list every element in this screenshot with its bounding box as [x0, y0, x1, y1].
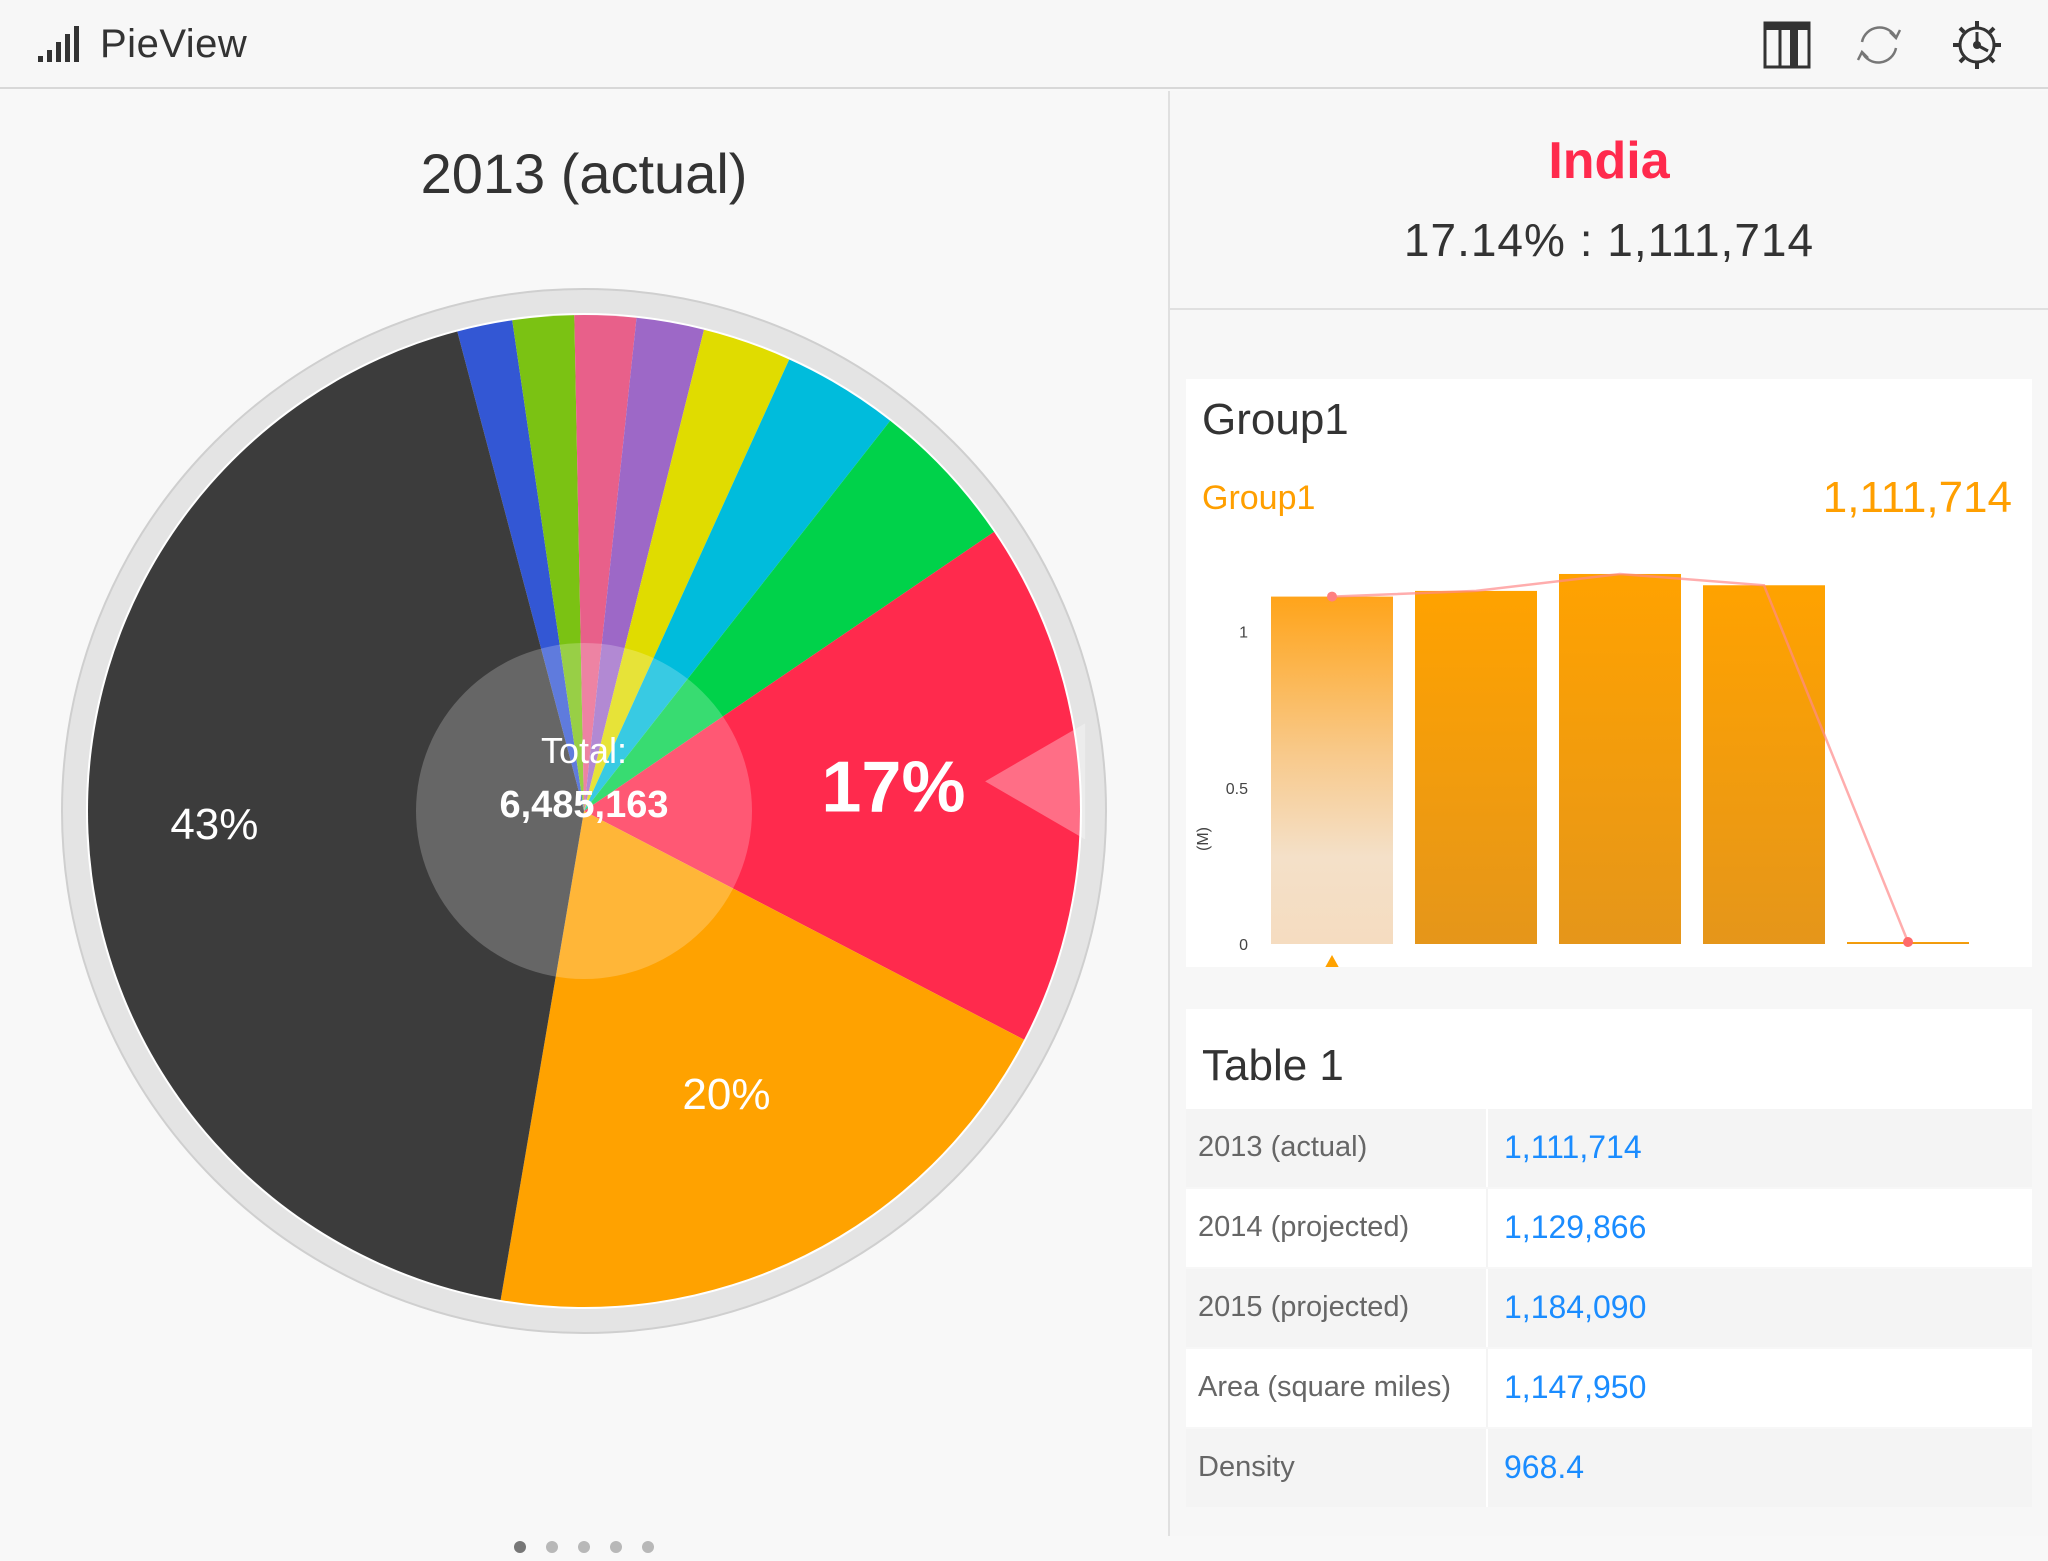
table-row-label: Density [1198, 1451, 1295, 1483]
table-row[interactable]: Density 968.4 [1186, 1429, 2032, 1507]
y-tick-label: 0.5 [1226, 781, 1248, 798]
table-row-value[interactable]: 1,147,950 [1504, 1369, 1647, 1405]
pie-center-overlay [416, 643, 752, 979]
columns-icon[interactable] [1760, 18, 1814, 72]
app-title: PieView [100, 22, 248, 66]
page-dot[interactable] [610, 1541, 622, 1553]
series-label: Group1 [1202, 479, 1316, 517]
group-card-title: Group1 [1202, 395, 1349, 444]
table-row-value[interactable]: 1,111,714 [1504, 1129, 1642, 1165]
table-row-label: 2013 (actual) [1198, 1131, 1368, 1163]
selected-name: India [1548, 132, 1670, 190]
selected-value: 17.14% : 1,111,714 [1403, 214, 1815, 266]
page-dot[interactable] [514, 1541, 526, 1553]
trend-point [1327, 591, 1337, 602]
refresh-icon[interactable] [1852, 18, 1906, 72]
slider-handle-pointer [1325, 955, 1339, 967]
header-divider [1170, 308, 2048, 310]
bar[interactable] [1559, 573, 1681, 944]
pie-slice[interactable] [500, 811, 1025, 1307]
table-row-label: 2015 (projected) [1198, 1291, 1410, 1323]
table-card-title: Table 1 [1202, 1041, 1344, 1090]
settings-gear-icon[interactable] [1950, 18, 2004, 72]
table-column-divider [1486, 1429, 1488, 1507]
table-column-divider [1486, 1269, 1488, 1347]
pie-slice[interactable] [584, 359, 891, 811]
pie-panel: 2013 (actual) 17% 20% 43% Total: 6,485,163 [0, 91, 1168, 1553]
pie-slice[interactable] [574, 315, 637, 811]
panel-divider [1168, 91, 1170, 1536]
group-card: Group1 Group1 1,111,714 0 0.5 1 (M) [1186, 379, 2032, 967]
y-tick-label: 1 [1239, 625, 1248, 642]
bar[interactable] [1271, 596, 1393, 944]
pie-slice-label: 43% [170, 800, 258, 849]
table-card: Table 1 2013 (actual) 1,111,714 2014 (proj… [1186, 1009, 2032, 1529]
trend-line [1331, 572, 1910, 943]
page-dot[interactable] [578, 1541, 590, 1553]
bar[interactable] [1415, 590, 1537, 944]
pie-slice[interactable] [584, 420, 995, 811]
table-row[interactable]: 2014 (projected) 1,129,866 [1186, 1189, 2032, 1267]
table-column-divider [1486, 1189, 1488, 1267]
table-row[interactable]: Area (square miles) 1,147,950 [1186, 1349, 2032, 1427]
table-row-value[interactable]: 1,184,090 [1504, 1289, 1647, 1325]
pie-slice[interactable] [88, 331, 584, 1300]
table-row[interactable]: 2015 (projected) 1,184,090 [1186, 1269, 2032, 1347]
table-row[interactable]: 2013 (actual) 1,111,714 [1186, 1109, 2032, 1187]
y-axis-label: (M) [1195, 827, 1212, 851]
bar-chart[interactable]: 0 0.5 1 (M) [1186, 379, 2032, 967]
pie-slice[interactable] [512, 315, 584, 811]
table-row-value[interactable]: 1,129,866 [1504, 1209, 1647, 1245]
total-label: Total: [541, 730, 627, 771]
page-dots[interactable] [0, 1541, 1168, 1561]
trend-point [1903, 937, 1913, 947]
table-card-header [1186, 1009, 2032, 1109]
pie-slice-label: 20% [682, 1070, 770, 1119]
pie-title: 2013 (actual) [420, 142, 748, 205]
table-row-value[interactable]: 968.4 [1504, 1449, 1585, 1485]
total-value: 6,485,163 [499, 784, 668, 826]
table-column-divider [1486, 1349, 1488, 1427]
pie-slice[interactable] [584, 317, 704, 811]
selection-pointer [985, 723, 1086, 840]
detail-panel: India 17.14% : 1,111,714 Group1 Group1 1… [1170, 91, 2048, 1536]
y-tick-label: 0 [1239, 937, 1248, 954]
top-bar: PieView [0, 0, 2048, 89]
page-dot[interactable] [642, 1541, 654, 1553]
pie-slice-selected[interactable] [584, 531, 1081, 1040]
pie-slice[interactable] [584, 329, 790, 811]
table-row-label: Area (square miles) [1198, 1371, 1452, 1403]
bar[interactable] [1703, 585, 1825, 944]
pie-chart[interactable]: 17% 20% 43% Total: 6,485,163 [0, 91, 1168, 1536]
signal-bars-icon [38, 26, 79, 62]
pie-slice[interactable] [457, 320, 584, 811]
table-column-divider [1486, 1109, 1488, 1187]
table-row-label: 2014 (projected) [1198, 1211, 1410, 1243]
page-dot[interactable] [546, 1541, 558, 1553]
series-value: 1,111,714 [1822, 473, 2012, 522]
pie-slice-label: 17% [821, 748, 965, 828]
